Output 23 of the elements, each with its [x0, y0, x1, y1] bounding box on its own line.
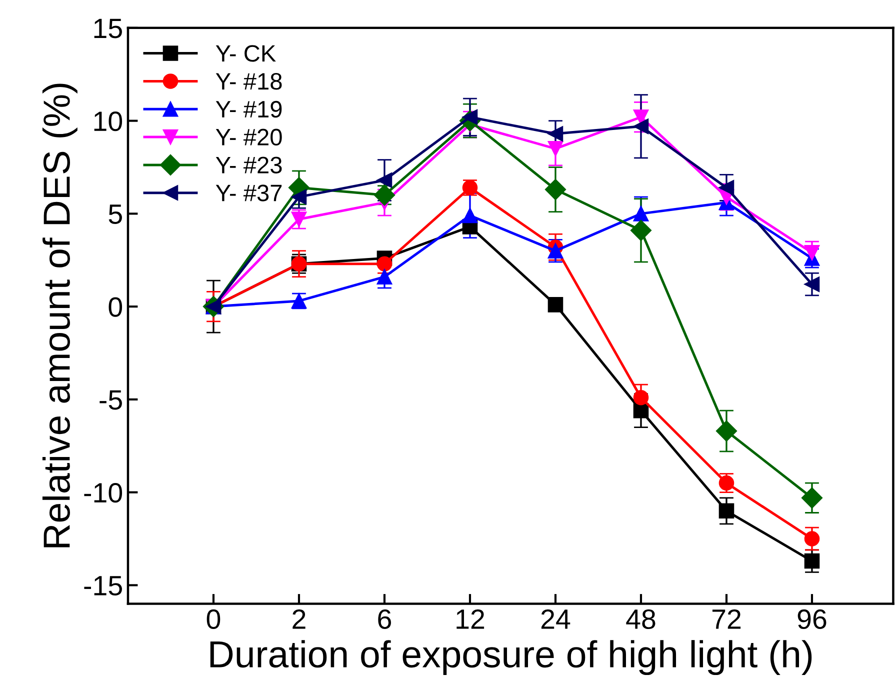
y-tick-label: -5 — [100, 390, 122, 410]
legend-label: Y- #23 — [216, 156, 282, 174]
x-tick-label: 96 — [798, 609, 826, 630]
y-tick-label: -10 — [84, 482, 122, 503]
legend-label: Y- #20 — [216, 128, 282, 146]
y-tick-label: 15 — [94, 18, 122, 38]
x-tick-label: 48 — [626, 609, 656, 630]
legend-label: Y- #18 — [216, 72, 282, 90]
x-tick-label: 2 — [292, 609, 306, 629]
legend-label: Y- #19 — [216, 100, 282, 118]
legend-label: Y- CK — [216, 45, 276, 62]
y-tick-label: -15 — [84, 576, 122, 596]
y-axis-title: Relative amount of DES (%) — [42, 84, 78, 548]
x-tick-label: 0 — [206, 609, 220, 630]
x-axis-title: Duration of exposure of high light (h) — [210, 640, 812, 676]
legend-label: Y- #37 — [216, 184, 282, 202]
x-tick-label: 12 — [456, 609, 484, 629]
x-tick-label: 24 — [541, 609, 570, 629]
x-tick-label: 6 — [378, 609, 391, 630]
x-tick-label: 72 — [712, 609, 741, 629]
y-tick-label: 0 — [108, 297, 122, 317]
y-tick-label: 10 — [94, 111, 122, 132]
y-tick-label: 5 — [108, 204, 122, 224]
